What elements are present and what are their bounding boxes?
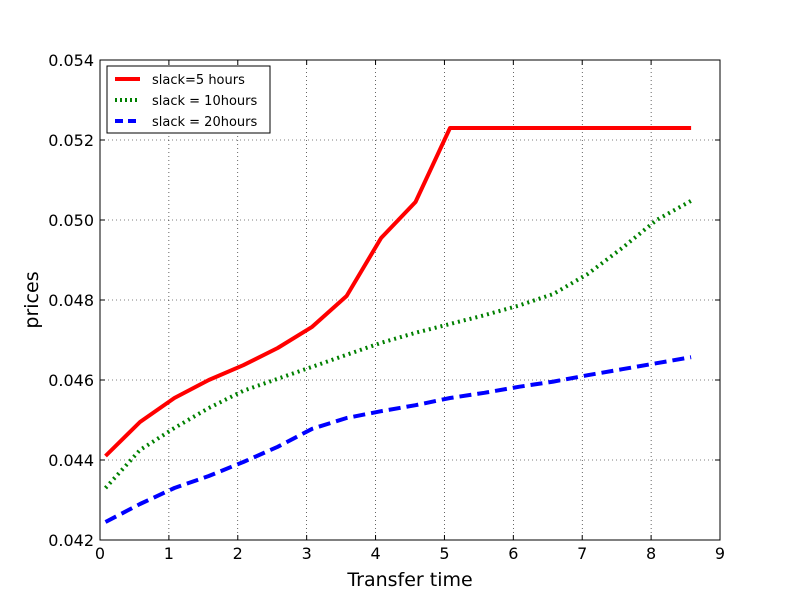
series-line-2 — [104, 199, 693, 490]
y-tick-label: 0.052 — [48, 131, 94, 150]
x-tick-label: 7 — [577, 544, 587, 563]
legend-label-3: slack = 20hours — [152, 115, 258, 130]
y-tick-label: 0.048 — [48, 291, 94, 310]
legend-label-1: slack=5 hours — [152, 73, 245, 88]
x-tick-label: 9 — [715, 544, 725, 563]
y-tick-label: 0.044 — [48, 451, 94, 470]
x-tick-label: 6 — [508, 544, 518, 563]
y-tick-label: 0.054 — [48, 51, 94, 70]
series-line-3 — [104, 355, 692, 524]
x-tick-label: 8 — [646, 544, 656, 563]
x-tick-label: 0 — [95, 544, 105, 563]
y-tick-label: 0.050 — [48, 211, 94, 230]
y-axis-label: prices — [21, 271, 43, 328]
series-line-1 — [104, 126, 692, 458]
legend-label-2: slack = 10hours — [152, 94, 258, 109]
y-tick-label: 0.042 — [48, 531, 94, 550]
grid — [100, 60, 720, 540]
y-tick-label: 0.046 — [48, 371, 94, 390]
legend: slack=5 hours slack = 10hours slack = 20ho… — [106, 65, 271, 134]
x-tick-label: 5 — [439, 544, 449, 563]
x-axis-label: Transfer time — [346, 569, 472, 591]
x-tick-label: 1 — [164, 544, 174, 563]
x-tick-label: 3 — [302, 544, 312, 563]
x-tick-label: 2 — [233, 544, 243, 563]
x-tick-label: 4 — [370, 544, 380, 563]
series-layer — [104, 126, 693, 524]
axis-ticks: 0 1 2 3 4 5 6 7 8 9 0.042 0.044 0.046 0.048 0.050 0.052… — [48, 51, 725, 563]
